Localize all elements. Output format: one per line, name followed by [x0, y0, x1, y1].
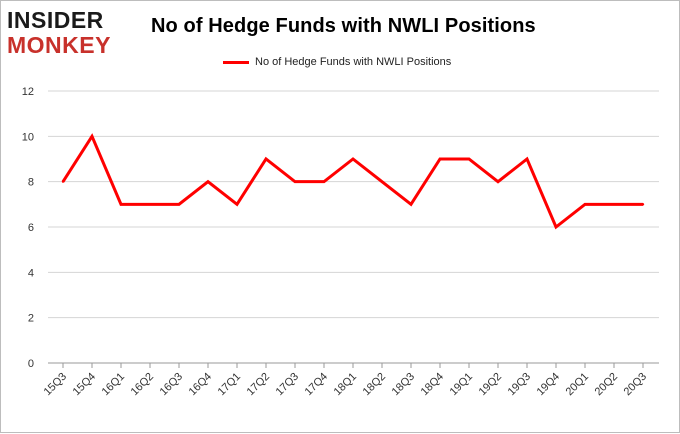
data-point [90, 135, 94, 138]
x-tick-label: 19Q1 [448, 371, 476, 399]
x-tick-label: 20Q2 [593, 371, 621, 399]
y-tick-label: 6 [28, 222, 34, 234]
data-point [293, 180, 297, 183]
x-tick-label: 19Q3 [506, 371, 534, 399]
y-tick-label: 4 [28, 267, 34, 279]
data-point [380, 180, 384, 183]
x-tick-label: 16Q1 [100, 371, 128, 399]
x-tick-label: 19Q2 [477, 371, 505, 399]
data-point [177, 203, 181, 206]
data-point [612, 203, 616, 206]
x-tick-label: 17Q1 [216, 371, 244, 399]
data-point [438, 157, 442, 161]
data-point [148, 203, 152, 206]
logo-line-insider: INSIDER [7, 7, 104, 33]
x-tick-label: 20Q3 [622, 371, 650, 399]
data-point [496, 180, 500, 183]
series-layer [61, 133, 645, 230]
x-tick-label: 18Q1 [332, 371, 360, 399]
x-tick-label: 16Q4 [187, 371, 215, 399]
data-point [206, 180, 210, 183]
chart-title: No of Hedge Funds with NWLI Positions [151, 15, 536, 37]
x-tick-label: 17Q4 [303, 371, 331, 399]
data-point [119, 203, 123, 206]
y-tick-label: 0 [28, 358, 34, 370]
data-point [264, 157, 268, 161]
x-tick-label: 18Q4 [419, 371, 447, 399]
data-point [554, 225, 558, 229]
data-point [61, 180, 65, 183]
data-point [583, 203, 587, 206]
y-tick-label: 12 [22, 86, 34, 98]
legend-label: No of Hedge Funds with NWLI Positions [255, 56, 452, 68]
x-tick-label: 15Q3 [42, 371, 70, 399]
y-tick-label: 8 [28, 177, 34, 189]
x-tick-label: 16Q2 [129, 371, 157, 399]
data-point [641, 203, 645, 206]
data-point [351, 157, 355, 161]
x-tick-label: 17Q3 [274, 371, 302, 399]
legend-swatch [223, 60, 249, 64]
x-tick-label: 15Q4 [71, 371, 99, 399]
x-tick-label: 20Q1 [564, 371, 592, 399]
x-tick-label: 17Q2 [245, 371, 273, 399]
data-point [235, 203, 239, 206]
insider-monkey-logo: INSIDER MONKEY [7, 7, 111, 58]
data-point [322, 180, 326, 183]
grid-layer [48, 90, 659, 364]
y-tick-label: 2 [28, 313, 34, 325]
y-tick-label: 10 [22, 131, 34, 143]
x-tick-label: 16Q3 [158, 371, 186, 399]
x-tick-label: 18Q2 [361, 371, 389, 399]
data-point [525, 157, 529, 161]
legend: No of Hedge Funds with NWLI Positions [223, 56, 451, 68]
x-tick-label: 19Q4 [535, 371, 563, 399]
logo-line-monkey: MONKEY [7, 32, 111, 58]
data-point [467, 157, 471, 161]
data-point [409, 203, 413, 206]
x-tick-label: 18Q3 [390, 371, 418, 399]
